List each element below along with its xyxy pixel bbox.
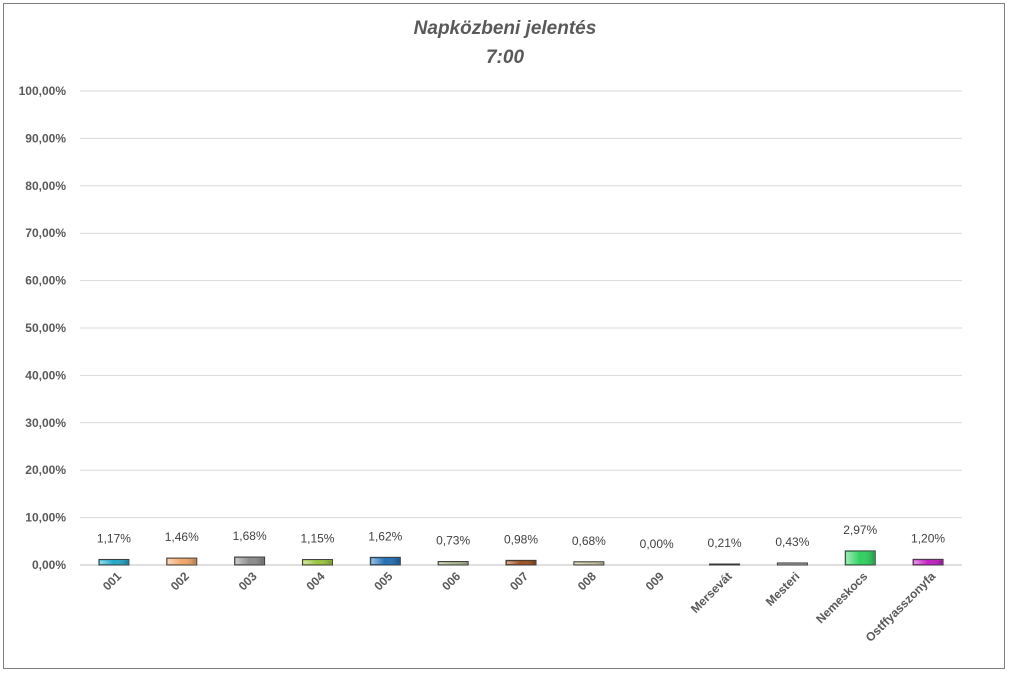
x-tick-label: 001 [100, 569, 124, 593]
data-label: 1,62% [368, 529, 402, 543]
data-label: 1,20% [911, 531, 945, 545]
x-tick-label: 004 [304, 569, 328, 593]
x-tick-label: 009 [643, 569, 667, 593]
data-label: 1,68% [233, 529, 267, 543]
chart-title: Napközbeni jelentés [413, 18, 597, 39]
bar-highlight [574, 562, 603, 564]
data-label: 0,98% [504, 532, 538, 546]
chart-subtitle: 7:00 [485, 47, 525, 68]
bar-highlight [846, 551, 875, 564]
bar-highlight [303, 560, 332, 564]
data-label: 0,21% [708, 536, 742, 550]
data-label: 0,00% [640, 537, 674, 551]
x-tick-label: 007 [507, 569, 531, 593]
y-tick-label: 0,00% [32, 558, 66, 572]
x-tick-label: Mesteri [763, 569, 803, 609]
y-tick-label: 30,00% [25, 416, 66, 430]
bar-highlight [914, 560, 943, 564]
bar-highlight [99, 560, 128, 564]
bar[interactable] [709, 563, 741, 566]
x-tick-label: 006 [439, 569, 463, 593]
x-tick-label: 003 [236, 569, 260, 593]
data-label: 0,68% [572, 534, 606, 548]
y-tick-label: 40,00% [25, 368, 66, 382]
bar-highlight [167, 559, 196, 564]
x-tick-label: 005 [371, 569, 395, 593]
data-label: 1,15% [300, 532, 334, 546]
bar-highlight [371, 558, 400, 564]
data-label: 0,73% [436, 534, 470, 548]
data-label: 0,43% [775, 535, 809, 549]
data-label: 2,97% [843, 523, 877, 537]
y-tick-label: 20,00% [25, 463, 66, 477]
x-tick-label: Mersevát [688, 569, 735, 616]
y-tick-label: 80,00% [25, 179, 66, 193]
x-tick-label: Nemeskocs [813, 569, 870, 626]
bar-highlight [439, 562, 468, 564]
x-tick-label: Ostffyasszonyfa [863, 569, 939, 645]
y-tick-label: 100,00% [19, 84, 67, 98]
data-label: 1,46% [165, 530, 199, 544]
bar-highlight [507, 561, 535, 564]
y-tick-label: 60,00% [25, 274, 66, 288]
y-tick-label: 70,00% [25, 226, 66, 240]
x-tick-label: 002 [168, 569, 192, 593]
y-tick-label: 10,00% [25, 511, 66, 525]
data-label: 1,17% [97, 531, 131, 545]
y-tick-label: 50,00% [25, 321, 66, 335]
x-tick-label: 008 [575, 569, 599, 593]
bar-highlight [235, 558, 264, 564]
y-tick-label: 90,00% [25, 131, 66, 145]
